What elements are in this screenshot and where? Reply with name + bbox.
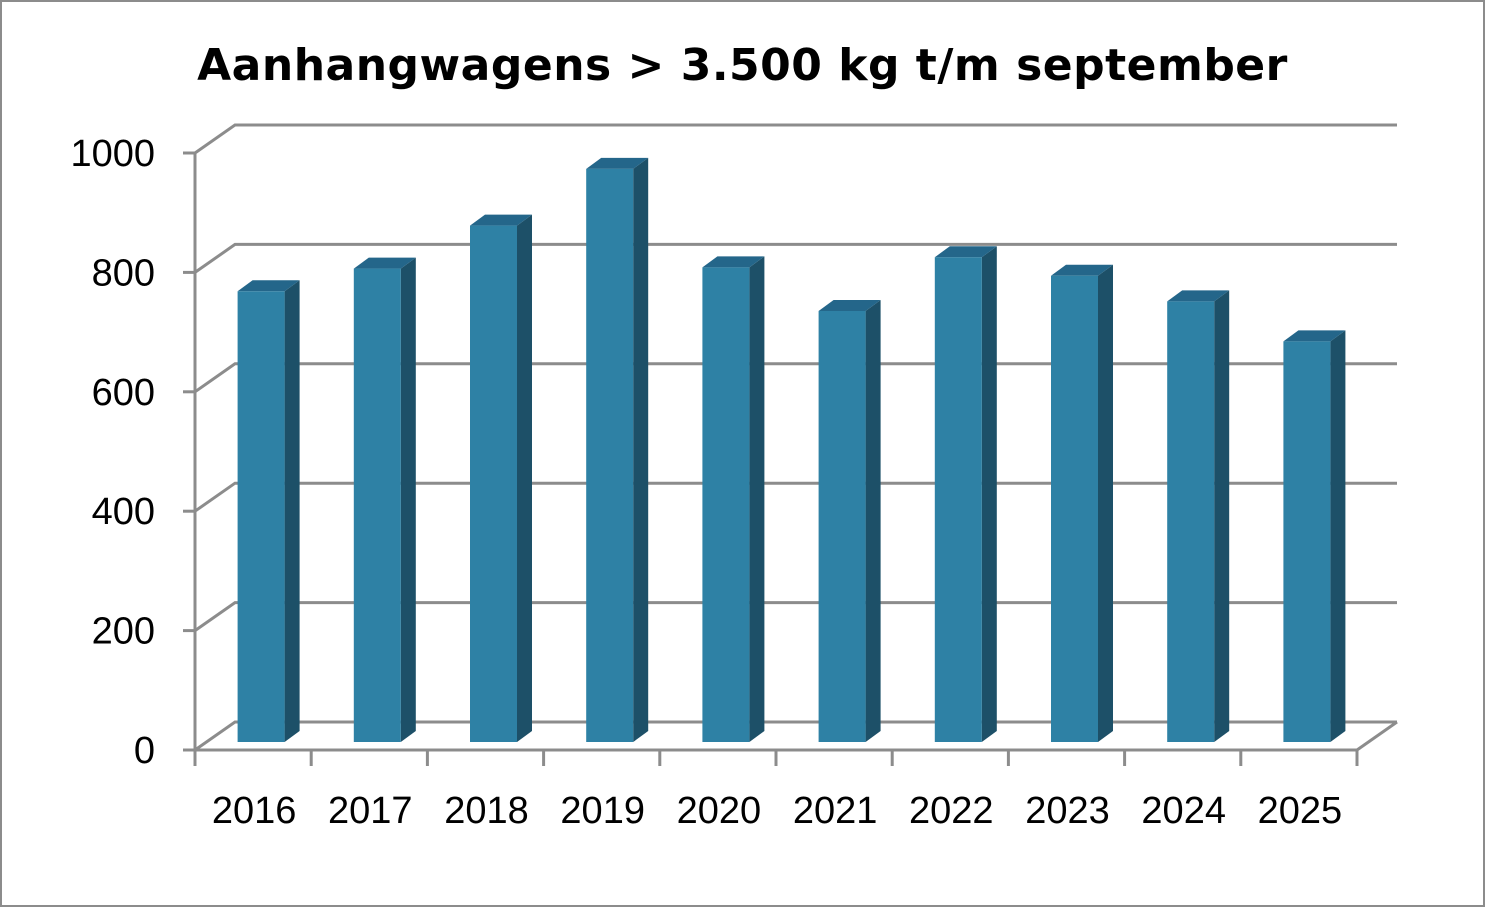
bar-top <box>1051 264 1113 276</box>
bar-side <box>749 256 765 742</box>
bar-top <box>934 246 997 258</box>
floor-edge <box>1356 720 1398 752</box>
x-tick-label: 2016 <box>212 790 297 832</box>
bar-side <box>400 257 416 742</box>
x-tick-label: 2024 <box>1141 790 1226 832</box>
bar-2023 <box>1051 264 1113 742</box>
bar-2018 <box>470 214 532 743</box>
x-tick-label: 2019 <box>560 790 645 832</box>
label-layer: 0 200 400 600 800 1000 2016 2017 2018 2019 2020 202… <box>70 133 1342 832</box>
y-tick-label: 200 <box>92 611 155 653</box>
bar-2022 <box>934 246 997 742</box>
y-tick-label: 1000 <box>70 133 155 175</box>
gridline <box>194 601 1397 632</box>
bar-front <box>237 291 285 742</box>
gridline <box>194 720 1397 752</box>
bar-front <box>1283 341 1331 742</box>
x-tick-label: 2023 <box>1025 790 1110 832</box>
bar-top <box>470 214 532 226</box>
bar-side <box>1098 264 1113 742</box>
bar-front <box>1167 301 1215 742</box>
gridline <box>194 123 1397 155</box>
bar-side <box>865 299 881 742</box>
bar-top <box>818 299 881 311</box>
y-tick-label: 600 <box>92 372 155 414</box>
bar-2017 <box>353 257 416 742</box>
bar-front <box>702 267 750 742</box>
bar-side <box>284 280 300 742</box>
y-tick-label: 400 <box>92 491 155 533</box>
x-tick-label: 2021 <box>793 790 878 832</box>
bar-top <box>702 256 765 268</box>
bar-side <box>981 246 997 742</box>
bar-side <box>517 214 532 743</box>
y-tick-label: 800 <box>92 252 155 294</box>
bar-front <box>818 310 866 742</box>
bar-side <box>1214 290 1230 742</box>
grid-layer <box>194 123 1397 752</box>
x-tick-label: 2020 <box>677 790 762 832</box>
x-tick-label: 2018 <box>444 790 529 832</box>
x-tick-label: 2017 <box>328 790 413 832</box>
bar-2021 <box>818 299 881 742</box>
bar-top <box>1167 290 1230 302</box>
x-tick-label: 2022 <box>909 790 994 832</box>
bar-side <box>633 157 649 742</box>
y-tick-label: 0 <box>134 730 155 772</box>
bar-2016 <box>237 280 300 742</box>
bar-front <box>470 225 517 743</box>
bar-2020 <box>702 256 765 742</box>
bar-front <box>1051 275 1098 742</box>
gridline <box>194 362 1397 394</box>
bar-front <box>586 168 634 742</box>
bar-2019 <box>586 157 649 742</box>
bar-layer <box>237 157 1346 743</box>
gridline <box>194 242 1397 274</box>
bar-top <box>1283 330 1346 342</box>
gridline <box>194 481 1397 513</box>
bar-2025 <box>1283 330 1346 742</box>
bar-front <box>353 268 401 742</box>
bar-top <box>586 157 649 169</box>
x-tick-label: 2025 <box>1258 790 1343 832</box>
bar-2024 <box>1167 290 1230 742</box>
bar-top <box>237 280 300 292</box>
bar-front <box>934 257 982 742</box>
bar-top <box>353 257 416 269</box>
axis-layer <box>183 151 1398 766</box>
chart-title: Aanhangwagens > 3.500 kg t/m september <box>197 40 1288 91</box>
bar-side <box>1330 330 1346 742</box>
